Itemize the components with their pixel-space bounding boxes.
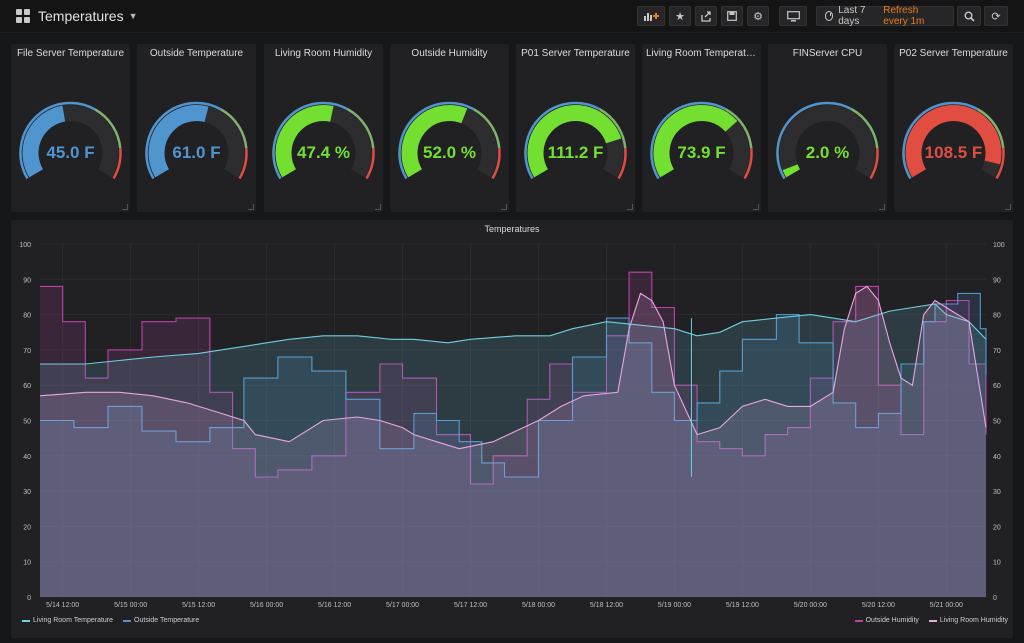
threshold-band-mid — [851, 108, 879, 149]
graph-title: Temperatures — [484, 224, 540, 234]
gauge-fill — [782, 164, 801, 178]
threshold-band-high — [491, 148, 501, 180]
threshold-band-high — [743, 148, 753, 180]
threshold-band-mid — [977, 108, 1005, 149]
monitor-icon — [786, 10, 800, 21]
gauge-dial — [650, 101, 753, 180]
threshold-band-low — [398, 101, 475, 180]
share-icon — [700, 10, 711, 22]
share-button[interactable] — [695, 6, 717, 26]
gauge-value: 61.0 F — [172, 143, 221, 162]
time-picker-button[interactable]: Last 7 days Refresh every 1m — [816, 5, 954, 27]
gauge-value: 108.5 F — [924, 143, 983, 162]
gauge-fill — [905, 105, 1002, 178]
threshold-band-mid — [725, 108, 753, 149]
refresh-button[interactable]: ⟳ — [984, 6, 1008, 26]
gauge-panel-living-room-temperature[interactable]: Living Room Temperatu... 73.9 F — [642, 44, 761, 212]
gauge-fill — [22, 105, 66, 178]
legend-item-outside-temperature[interactable]: Outside Temperature — [123, 617, 199, 624]
star-button[interactable]: ★ — [669, 6, 691, 26]
settings-button[interactable]: ⚙ — [747, 6, 769, 26]
threshold-band-low — [524, 101, 601, 180]
gauge-value: 111.2 F — [547, 143, 604, 162]
gauge-panel-outside-temperature[interactable]: Outside Temperature 61.0 F — [137, 44, 256, 212]
dashboards-grid-icon[interactable] — [16, 9, 30, 23]
add-panel-button[interactable] — [637, 6, 665, 26]
gauge-panel-file-server-temperature[interactable]: File Server Temperature 45.0 F — [11, 44, 130, 212]
resize-handle[interactable] — [753, 204, 759, 210]
legend-item-living-room-humidity[interactable]: Living Room Humidity — [928, 617, 1008, 624]
gauge-fill — [653, 105, 738, 178]
threshold-band-low — [650, 101, 727, 180]
legend-left: Living Room Temperature Outside Temperat… — [22, 617, 199, 624]
gauge-value: 45.0 F — [46, 143, 95, 162]
top-bar: Temperatures ▼ ★ ⚙ Last 7 days Refresh ev… — [0, 0, 1024, 33]
gauge-fill — [527, 105, 622, 178]
gauge-fill — [401, 105, 468, 178]
gauge-panel-outside-humidity[interactable]: Outside Humidity 52.0 % — [390, 44, 509, 212]
graph-panel-temperatures[interactable]: Temperatures — [11, 220, 1013, 638]
threshold-band-high — [238, 148, 248, 180]
threshold-band-mid — [473, 108, 501, 149]
gauge-panel-living-room-humidity[interactable]: Living Room Humidity 47.4 % — [264, 44, 383, 212]
threshold-band-low — [902, 101, 979, 180]
star-icon: ★ — [675, 10, 685, 23]
threshold-band-high — [869, 148, 879, 180]
threshold-band-mid — [599, 108, 627, 149]
cycle-view-mode-button[interactable] — [779, 6, 807, 26]
time-range-label: Last 7 days — [838, 5, 866, 27]
resize-handle[interactable] — [501, 204, 507, 210]
resize-handle[interactable] — [879, 204, 885, 210]
caret-down-icon: ▼ — [128, 11, 138, 21]
threshold-band-high — [365, 148, 375, 180]
legend-right: Outside Humidity Living Room Humidity — [854, 617, 1008, 624]
threshold-band-low — [19, 101, 96, 180]
gauge-panel-finserver-cpu[interactable]: FINServer CPU 2.0 % — [768, 44, 887, 212]
gauge-dial — [524, 101, 627, 180]
threshold-band-high — [995, 148, 1005, 180]
gauge-panel-p01-server-temperature[interactable]: P01 Server Temperature 111.2 F — [516, 44, 635, 212]
legend-item-living-room-temperature[interactable]: Living Room Temperature — [22, 617, 113, 624]
dashboard-title-dropdown[interactable]: Temperatures ▼ — [38, 8, 138, 24]
threshold-band-low — [145, 101, 222, 180]
gauge-value: 52.0 % — [423, 143, 476, 162]
resize-handle[interactable] — [248, 204, 254, 210]
threshold-band-high — [617, 148, 627, 180]
gauge-dial — [776, 101, 879, 180]
dashboard-title: Temperatures — [38, 8, 124, 24]
gauge-dial — [272, 101, 375, 180]
gauge-dial — [398, 101, 501, 180]
gauge-track — [779, 105, 876, 178]
resize-handle[interactable] — [1005, 204, 1011, 210]
threshold-band-mid — [94, 108, 122, 149]
gauge-dial — [19, 101, 122, 180]
resize-handle[interactable] — [122, 204, 128, 210]
gauge-fill — [275, 105, 334, 178]
legend-item-outside-humidity[interactable]: Outside Humidity — [854, 617, 919, 624]
save-icon — [727, 11, 737, 21]
gauge-dial — [145, 101, 248, 180]
threshold-band-mid — [347, 108, 375, 149]
refresh-interval-label: Refresh every 1m — [883, 5, 925, 27]
gauge-value: 73.9 F — [677, 143, 726, 162]
threshold-band-low — [272, 101, 349, 180]
gauge-dial — [902, 101, 1005, 180]
gauge-value: 47.4 % — [297, 143, 350, 162]
clock-icon — [825, 11, 834, 21]
threshold-band-mid — [220, 108, 248, 149]
add-panel-icon — [644, 13, 659, 21]
threshold-band-high — [112, 148, 122, 180]
gauge-value: 2.0 % — [805, 143, 850, 162]
gear-icon: ⚙ — [753, 10, 763, 23]
save-button[interactable] — [721, 6, 743, 26]
gauge-panel-p02-server-temperature[interactable]: P02 Server Temperature 108.5 F — [894, 44, 1013, 212]
resize-handle[interactable] — [627, 204, 633, 210]
gauge-fill — [148, 105, 209, 178]
threshold-band-low — [776, 101, 853, 180]
resize-handle[interactable] — [375, 204, 381, 210]
zoom-out-button[interactable] — [957, 6, 981, 26]
refresh-icon: ⟳ — [991, 10, 1001, 23]
search-icon — [964, 11, 975, 22]
